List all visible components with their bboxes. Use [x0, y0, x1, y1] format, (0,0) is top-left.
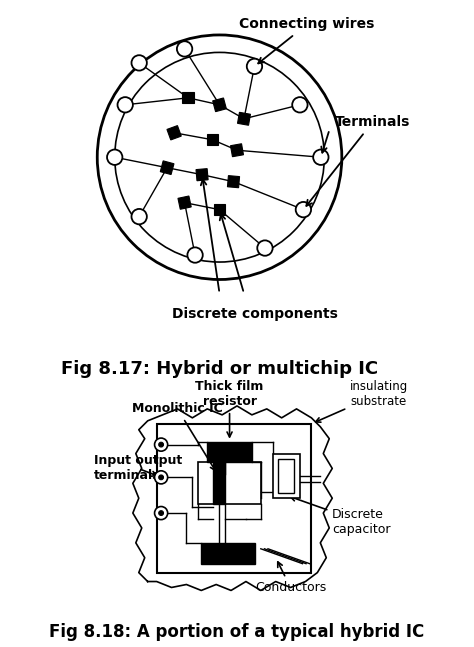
Circle shape	[155, 507, 168, 520]
Bar	[156, 424, 311, 573]
Bar	[228, 175, 239, 188]
Bar	[207, 442, 252, 463]
Circle shape	[131, 209, 147, 225]
Bar	[160, 161, 174, 175]
Bar	[178, 196, 191, 209]
Bar	[167, 126, 181, 140]
Bar	[213, 98, 227, 112]
Bar	[213, 463, 225, 504]
Bar	[214, 204, 225, 215]
Text: insulating
substrate: insulating substrate	[316, 380, 408, 422]
Circle shape	[131, 55, 147, 71]
Text: Discrete components: Discrete components	[172, 307, 337, 322]
Text: Fig 8.18: A portion of a typical hybrid IC: Fig 8.18: A portion of a typical hybrid …	[49, 623, 425, 641]
Bar	[278, 459, 294, 493]
Text: Monolithic IC: Monolithic IC	[132, 402, 223, 470]
Text: Thick film
resistor: Thick film resistor	[195, 380, 264, 437]
Circle shape	[107, 149, 122, 165]
Bar	[201, 543, 255, 564]
Circle shape	[177, 41, 192, 56]
Bar	[196, 169, 208, 181]
Bar	[273, 454, 300, 498]
Circle shape	[292, 97, 308, 113]
Circle shape	[159, 475, 164, 479]
Circle shape	[247, 59, 262, 74]
Text: Discrete
capacitor: Discrete capacitor	[291, 496, 391, 536]
Circle shape	[187, 247, 203, 263]
Circle shape	[118, 97, 133, 113]
Text: Conductors: Conductors	[255, 562, 326, 594]
Bar	[182, 93, 194, 104]
Text: Fig 8.17: Hybrid or multichip IC: Fig 8.17: Hybrid or multichip IC	[61, 360, 378, 378]
Circle shape	[155, 471, 168, 484]
Bar	[207, 134, 218, 146]
Circle shape	[257, 241, 273, 256]
Circle shape	[296, 202, 311, 217]
Circle shape	[313, 149, 328, 165]
Circle shape	[159, 443, 164, 447]
Bar	[198, 463, 261, 504]
Text: Terminals: Terminals	[306, 115, 410, 206]
Circle shape	[155, 438, 168, 451]
Bar	[230, 144, 244, 157]
Bar	[237, 113, 250, 126]
Text: Connecting wires: Connecting wires	[239, 17, 374, 63]
Circle shape	[159, 510, 164, 516]
Text: Input output
terminals: Input output terminals	[94, 454, 182, 483]
